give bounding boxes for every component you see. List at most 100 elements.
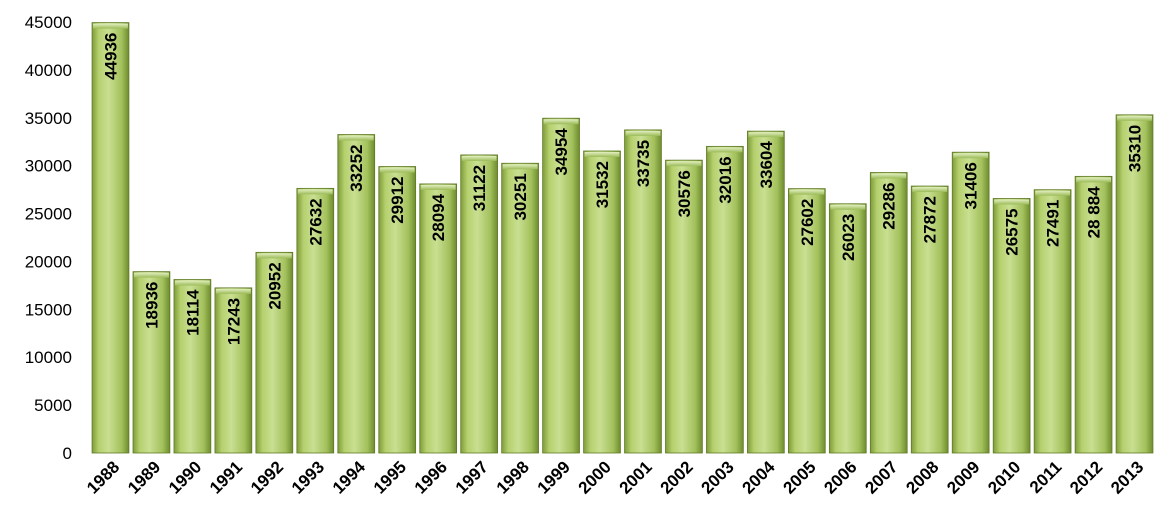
bar-1994: 33252 xyxy=(337,134,376,454)
x-tick-label: 2010 xyxy=(984,457,1024,497)
bar-2012: 28 884 xyxy=(1074,175,1113,454)
bar xyxy=(255,251,294,454)
data-label: 29286 xyxy=(880,183,899,230)
data-label: 26575 xyxy=(1003,208,1022,255)
y-tick-label: 0 xyxy=(63,444,72,463)
y-tick-label: 5000 xyxy=(34,396,72,415)
data-label: 32016 xyxy=(716,156,735,203)
bar-2006: 26023 xyxy=(828,203,867,454)
data-label: 30576 xyxy=(675,170,694,217)
data-label: 27632 xyxy=(306,198,325,245)
bar xyxy=(419,183,458,454)
bar-2007: 29286 xyxy=(869,172,908,454)
data-label: 27872 xyxy=(921,196,940,243)
bar-bevel xyxy=(584,151,620,157)
data-label: 28 884 xyxy=(1085,186,1104,239)
bar-bevel xyxy=(1117,115,1152,121)
bar xyxy=(910,185,949,454)
data-label: 20952 xyxy=(265,262,284,309)
bar-2008: 27872 xyxy=(910,185,949,454)
bar-bevel xyxy=(871,173,907,179)
bar-2011: 27491 xyxy=(1033,189,1072,454)
bar xyxy=(747,130,785,454)
x-tick-label: 2008 xyxy=(902,457,942,497)
bar-bevel xyxy=(789,189,825,195)
bar-2009: 31406 xyxy=(951,151,990,454)
bar-1991: 17243 xyxy=(214,287,253,454)
bar-bevel xyxy=(461,155,497,161)
bar xyxy=(214,287,253,454)
bar-2002: 30576 xyxy=(665,159,703,454)
bar-bevel xyxy=(748,132,784,138)
bar-bevel xyxy=(174,280,210,286)
data-label: 29912 xyxy=(388,177,407,224)
bar xyxy=(337,134,376,454)
x-tick-label: 1989 xyxy=(124,457,164,497)
y-tick-label: 40000 xyxy=(25,61,72,80)
y-tick-label: 35000 xyxy=(25,109,72,128)
bar-1995: 29912 xyxy=(378,166,417,454)
bar-1999: 34954 xyxy=(542,117,580,454)
x-tick-label: 2013 xyxy=(1107,457,1147,497)
bar-bevel xyxy=(379,167,415,173)
bar-bevel xyxy=(666,161,702,167)
bar-bevel xyxy=(953,153,989,159)
data-label: 18114 xyxy=(183,289,202,336)
x-tick-label: 1994 xyxy=(329,457,370,498)
bar-bevel xyxy=(912,187,948,193)
bar-bevel xyxy=(707,147,743,153)
bar xyxy=(583,150,621,454)
data-label: 33252 xyxy=(347,145,366,192)
bar xyxy=(869,172,908,454)
bar-bevel xyxy=(1076,177,1111,183)
data-label: 31532 xyxy=(593,161,612,208)
x-tick-label: 1992 xyxy=(247,457,287,497)
bar xyxy=(173,279,212,454)
data-label: 18936 xyxy=(142,282,161,329)
x-tick-label: 1988 xyxy=(83,457,123,497)
bar xyxy=(706,145,744,454)
bar-bevel xyxy=(215,288,251,294)
data-label: 26023 xyxy=(839,214,858,261)
bar xyxy=(1033,189,1072,454)
bar-2003: 32016 xyxy=(706,145,744,454)
bar xyxy=(542,117,580,454)
x-tick-label: 2012 xyxy=(1066,457,1106,497)
bar-1989: 18936 xyxy=(132,271,171,454)
data-label: 17243 xyxy=(224,298,243,345)
bar-1997: 31122 xyxy=(460,154,498,454)
bar-1998: 30251 xyxy=(501,162,539,454)
x-tick-label: 2004 xyxy=(739,457,780,498)
bar xyxy=(378,166,417,454)
x-tick-label: 1996 xyxy=(411,457,451,497)
bar-bevel xyxy=(134,272,169,278)
bar xyxy=(624,129,662,454)
y-tick-label: 10000 xyxy=(25,348,72,367)
x-tick-label: 1999 xyxy=(534,457,574,497)
x-tick-label: 1993 xyxy=(288,457,328,497)
x-tick-label: 1998 xyxy=(493,457,533,497)
bar-1992: 20952 xyxy=(255,251,294,454)
bar-1988: 44936 xyxy=(91,22,130,454)
bar-bevel xyxy=(420,184,456,190)
bars: 44936 18936 18114 17243 20952 27632 33252 29912… xyxy=(91,22,1154,454)
y-tick-label: 15000 xyxy=(25,300,72,319)
bar-bevel xyxy=(338,135,374,141)
data-label: 33604 xyxy=(757,141,776,189)
bar-2000: 31532 xyxy=(583,150,621,454)
data-label: 33735 xyxy=(634,140,653,187)
x-tick-label: 2002 xyxy=(657,457,697,497)
data-label: 30251 xyxy=(511,173,530,220)
x-tick-label: 2006 xyxy=(820,457,860,497)
x-tick-label: 2005 xyxy=(779,457,819,497)
y-tick-label: 30000 xyxy=(25,157,72,176)
x-tick-label: 2003 xyxy=(698,457,738,497)
bar-bevel xyxy=(625,130,661,136)
bar xyxy=(501,162,539,454)
bar xyxy=(296,187,335,454)
y-tick-label: 20000 xyxy=(25,252,72,271)
bar xyxy=(665,159,703,454)
bar xyxy=(460,154,498,454)
bar-2004: 33604 xyxy=(747,130,785,454)
